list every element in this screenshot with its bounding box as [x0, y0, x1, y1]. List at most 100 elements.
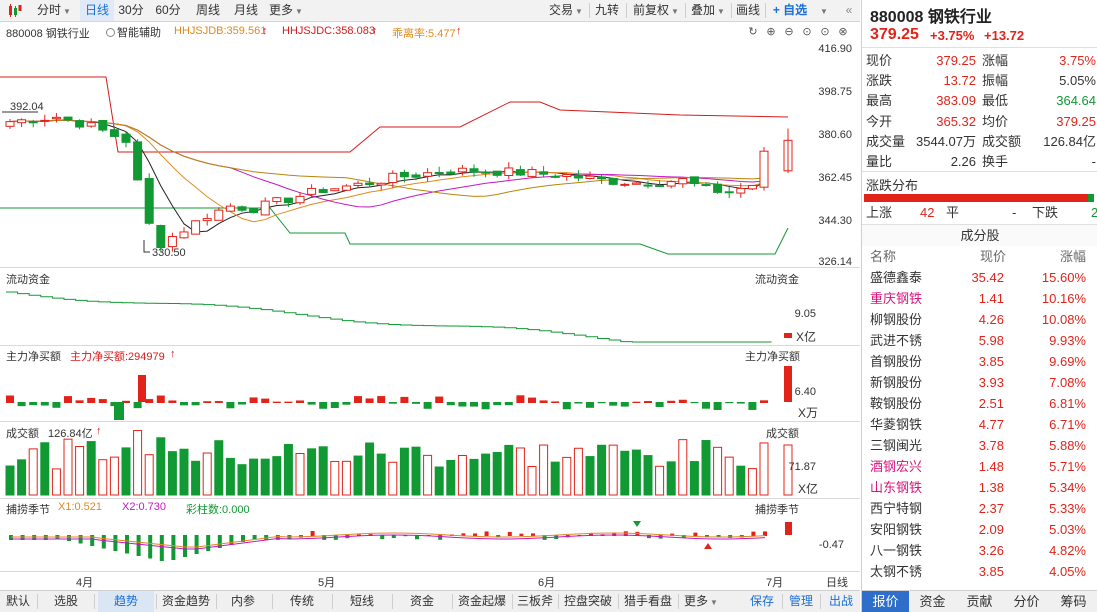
volume-panel-title: 成交额 [6, 428, 39, 440]
tpl-fund-trend[interactable]: 资金趋势 [161, 594, 210, 608]
tab-60min[interactable]: 60分 [155, 3, 181, 17]
zoom-out-icon[interactable]: ⊖ [784, 26, 794, 38]
arrow-up-icon: ↑ [372, 25, 378, 37]
quote-value: 364.64 [1056, 93, 1096, 109]
net-buy-bar [551, 401, 560, 403]
candle-body [666, 181, 676, 187]
kline-canvas[interactable] [0, 22, 860, 590]
arrow-down-circle-icon[interactable]: ⊙ [820, 26, 830, 38]
volume-bar [214, 440, 224, 496]
constituent-row[interactable]: 新钢股份 3.93 7.08% [870, 372, 1096, 393]
tpl-funds[interactable]: 资金 [409, 594, 434, 608]
candle-body [759, 150, 769, 188]
tab-contribution[interactable]: 贡献 [966, 594, 993, 609]
stock-name: 盛德鑫泰 [870, 270, 923, 285]
tpl-fund-burst[interactable]: 资金起爆 [457, 594, 506, 608]
volume-bar [272, 456, 282, 496]
close-icon[interactable]: ⊗ [838, 26, 848, 38]
dropdown-arrow-icon[interactable]: ▼ [820, 7, 828, 16]
tab-funds[interactable]: 资金 [919, 594, 946, 609]
stock-name: 三钢闽光 [870, 438, 923, 453]
candle-body [283, 197, 293, 204]
osc-x1: X1:0.521 [58, 501, 103, 513]
net-buy-bar [493, 402, 502, 406]
constituent-row[interactable]: 首钢股份 3.85 9.69% [870, 351, 1096, 372]
tab-30min[interactable]: 30分 [118, 3, 144, 17]
volume-bar [365, 442, 375, 496]
net-buy-bar [632, 401, 641, 403]
chart-type-icon[interactable] [4, 0, 26, 21]
net-buy-bar [75, 400, 84, 403]
manage-button[interactable]: 管理 [788, 594, 813, 608]
constituent-row[interactable]: 安阳钢铁 2.09 5.03% [870, 519, 1096, 540]
tpl-traditional[interactable]: 传统 [289, 594, 314, 608]
net-panel-indicator: 主力净买额:294979 [70, 351, 165, 363]
nine-turn-button[interactable]: 九转 [594, 3, 619, 17]
battle-button[interactable]: 出战 [828, 594, 853, 608]
constituent-row[interactable]: 山东钢铁 1.38 5.34% [870, 477, 1096, 498]
constituent-row[interactable]: 三钢闽光 3.78 5.88% [870, 435, 1096, 456]
tab-quote[interactable]: 报价 [862, 591, 909, 612]
zoom-in-icon[interactable]: ⊕ [766, 26, 776, 38]
net-buy-bar [238, 402, 246, 405]
constituent-row[interactable]: 柳钢股份 4.26 10.08% [870, 309, 1096, 330]
volume-bar [608, 444, 618, 496]
collapse-icon[interactable]: « [845, 3, 853, 17]
constituent-row[interactable]: 鞍钢股份 2.51 6.81% [870, 393, 1096, 414]
constituent-row[interactable]: 盛德鑫泰 35.42 15.60% [870, 267, 1096, 288]
volume-bar [144, 454, 154, 496]
constituent-row[interactable]: 西宁特钢 2.37 5.33% [870, 498, 1096, 519]
constituent-row[interactable]: 八一钢铁 3.26 4.82% [870, 540, 1096, 561]
tab-chips[interactable]: 筹码 [1060, 594, 1087, 609]
add-watchlist-button[interactable]: + 自选 [772, 3, 808, 17]
draw-line-button[interactable]: 画线 [735, 3, 760, 17]
stock-change: 10.16% [1041, 291, 1086, 306]
quote-label: 量比 [866, 154, 893, 169]
ma-line-30 [9, 119, 765, 197]
tab-fenshi[interactable]: 分时 ▼ [37, 3, 71, 17]
quote-code: 880008 钢铁行业 [870, 9, 992, 26]
constituent-row[interactable]: 华菱钢铁 4.77 6.71% [870, 414, 1096, 435]
quote-label: 涨跌 [866, 73, 893, 89]
osc-panel-title: 捕捞季节 [6, 504, 50, 516]
assist-toggle[interactable]: 智能辅助 [106, 24, 161, 40]
flow-panel-title-right: 流动资金 [755, 274, 799, 286]
tab-price-distribution[interactable]: 分价 [1013, 594, 1040, 609]
stock-name: 八一钢铁 [870, 543, 923, 558]
volume-bar [457, 454, 467, 496]
quote-value: 13.72 [943, 73, 976, 89]
tab-daily[interactable]: 日线 [80, 0, 114, 21]
tab-weekly[interactable]: 周线 [195, 3, 220, 17]
osc-bar [415, 535, 419, 540]
tpl-trend[interactable]: 趋势 [98, 591, 154, 612]
tpl-three-axes[interactable]: 三板斧 [516, 594, 553, 608]
tpl-more-dropdown[interactable]: 更多 ▼ [684, 594, 718, 608]
volume-bar [63, 438, 73, 496]
volume-bar [225, 457, 235, 496]
trade-dropdown[interactable]: 交易 ▼ [549, 3, 583, 17]
tpl-control-breakout[interactable]: 控盘突破 [563, 594, 612, 608]
net-buy-bar [17, 402, 26, 407]
constituent-row[interactable]: 武进不锈 5.98 9.93% [870, 330, 1096, 351]
constituent-row[interactable]: 太钢不锈 3.85 4.05% [870, 561, 1096, 582]
tab-monthly[interactable]: 月线 [233, 3, 258, 17]
stock-price: 2.51 [978, 396, 1004, 411]
stock-name: 柳钢股份 [870, 312, 923, 327]
quote-value: 5.05% [1059, 73, 1096, 89]
more-periods-dropdown[interactable]: 更多 ▼ [269, 3, 303, 17]
candle-body [573, 174, 583, 179]
volume-bar [121, 447, 131, 496]
arrow-up-circle-icon[interactable]: ⊙ [802, 26, 812, 38]
constituent-row[interactable]: 酒钢宏兴 1.48 5.71% [870, 456, 1096, 477]
adjust-dropdown[interactable]: 前复权 ▼ [633, 3, 679, 17]
save-button[interactable]: 保存 [749, 594, 774, 608]
tpl-shortline[interactable]: 短线 [349, 594, 374, 608]
tpl-default[interactable]: 默认 [5, 594, 30, 608]
tpl-hunter-view[interactable]: 猎手看盘 [623, 594, 672, 608]
tpl-internal[interactable]: 内参 [230, 594, 255, 608]
refresh-icon[interactable]: ↻ [748, 26, 758, 38]
quote-change-pct: +3.75% [930, 28, 975, 43]
overlay-dropdown[interactable]: 叠加 ▼ [691, 3, 725, 17]
constituent-row[interactable]: 重庆钢铁 1.41 10.16% [870, 288, 1096, 309]
tpl-select[interactable]: 选股 [53, 594, 78, 608]
